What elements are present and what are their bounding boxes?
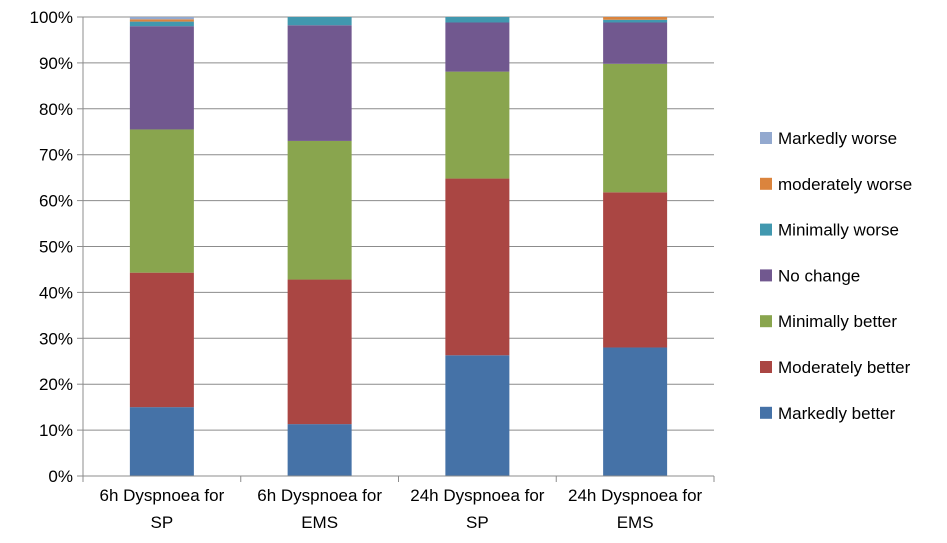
legend-label: Markedly better [778,404,895,423]
y-tick-label: 30% [39,329,73,348]
y-tick-label: 90% [39,54,73,73]
bar-segment [603,63,668,193]
legend-label: Minimally better [778,312,897,331]
y-tick-label: 60% [39,192,73,211]
y-tick-label: 80% [39,100,73,119]
axes [77,16,715,482]
x-category-label: 24h Dyspnoea for [568,486,703,505]
bar-segment [603,192,668,348]
bar-segment [603,17,668,20]
bar-segment [129,272,194,408]
bar-stacks [129,17,668,476]
legend-label: Minimally worse [778,221,899,240]
x-category-label: 6h Dyspnoea for [257,486,382,505]
legend-swatch [760,406,772,419]
bar-segment [445,22,510,72]
x-axis-category-labels: 6h Dyspnoea for SP 6h Dyspnoea for EMS 24h D… [100,486,703,532]
bar-segment [287,140,352,280]
bar-segment [287,17,352,26]
bar-segment [445,355,510,476]
y-tick-label: 0% [48,467,73,486]
bar-segment [129,19,194,22]
bar-segment [129,17,194,20]
legend-swatch [760,132,772,144]
bar-segment [603,347,668,476]
bar-segment [287,25,352,141]
x-category-label: 6h Dyspnoea for [100,486,225,505]
bar-segment [603,22,668,64]
legend-swatch [760,315,772,328]
bar-segment [129,407,194,476]
y-tick-label: 100% [30,8,73,27]
legend: Markedly worse moderately worse Minimally … [760,129,912,423]
y-axis-tick-labels: 0% 10% 20% 30% 40% 50% 60% 70% 80% 90% 100% [30,8,73,486]
x-category-label: EMS [301,513,338,532]
x-category-label: SP [466,513,489,532]
bar-segment [603,19,668,23]
legend-label: Markedly worse [778,129,897,148]
legend-swatch [760,177,772,190]
y-tick-label: 20% [39,375,73,394]
x-category-label: EMS [617,513,654,532]
bar-segment [129,129,194,273]
bar-segment [445,17,510,23]
bar-segment [445,178,510,356]
bar-segment [287,424,352,476]
legend-swatch [760,223,772,236]
x-category-label: SP [151,513,174,532]
legend-label: No change [778,266,860,285]
y-tick-label: 10% [39,421,73,440]
legend-swatch [760,361,772,373]
legend-label: Moderately better [778,358,911,377]
bar-segment [445,71,510,179]
y-tick-label: 40% [39,283,73,302]
bar-segment [129,26,194,130]
bar-segment [129,21,194,27]
y-tick-label: 70% [39,146,73,165]
legend-swatch [760,269,772,282]
bar-segment [287,279,352,425]
y-tick-label: 50% [39,238,73,257]
legend-label: moderately worse [778,175,912,194]
x-category-label: 24h Dyspnoea for [410,486,545,505]
